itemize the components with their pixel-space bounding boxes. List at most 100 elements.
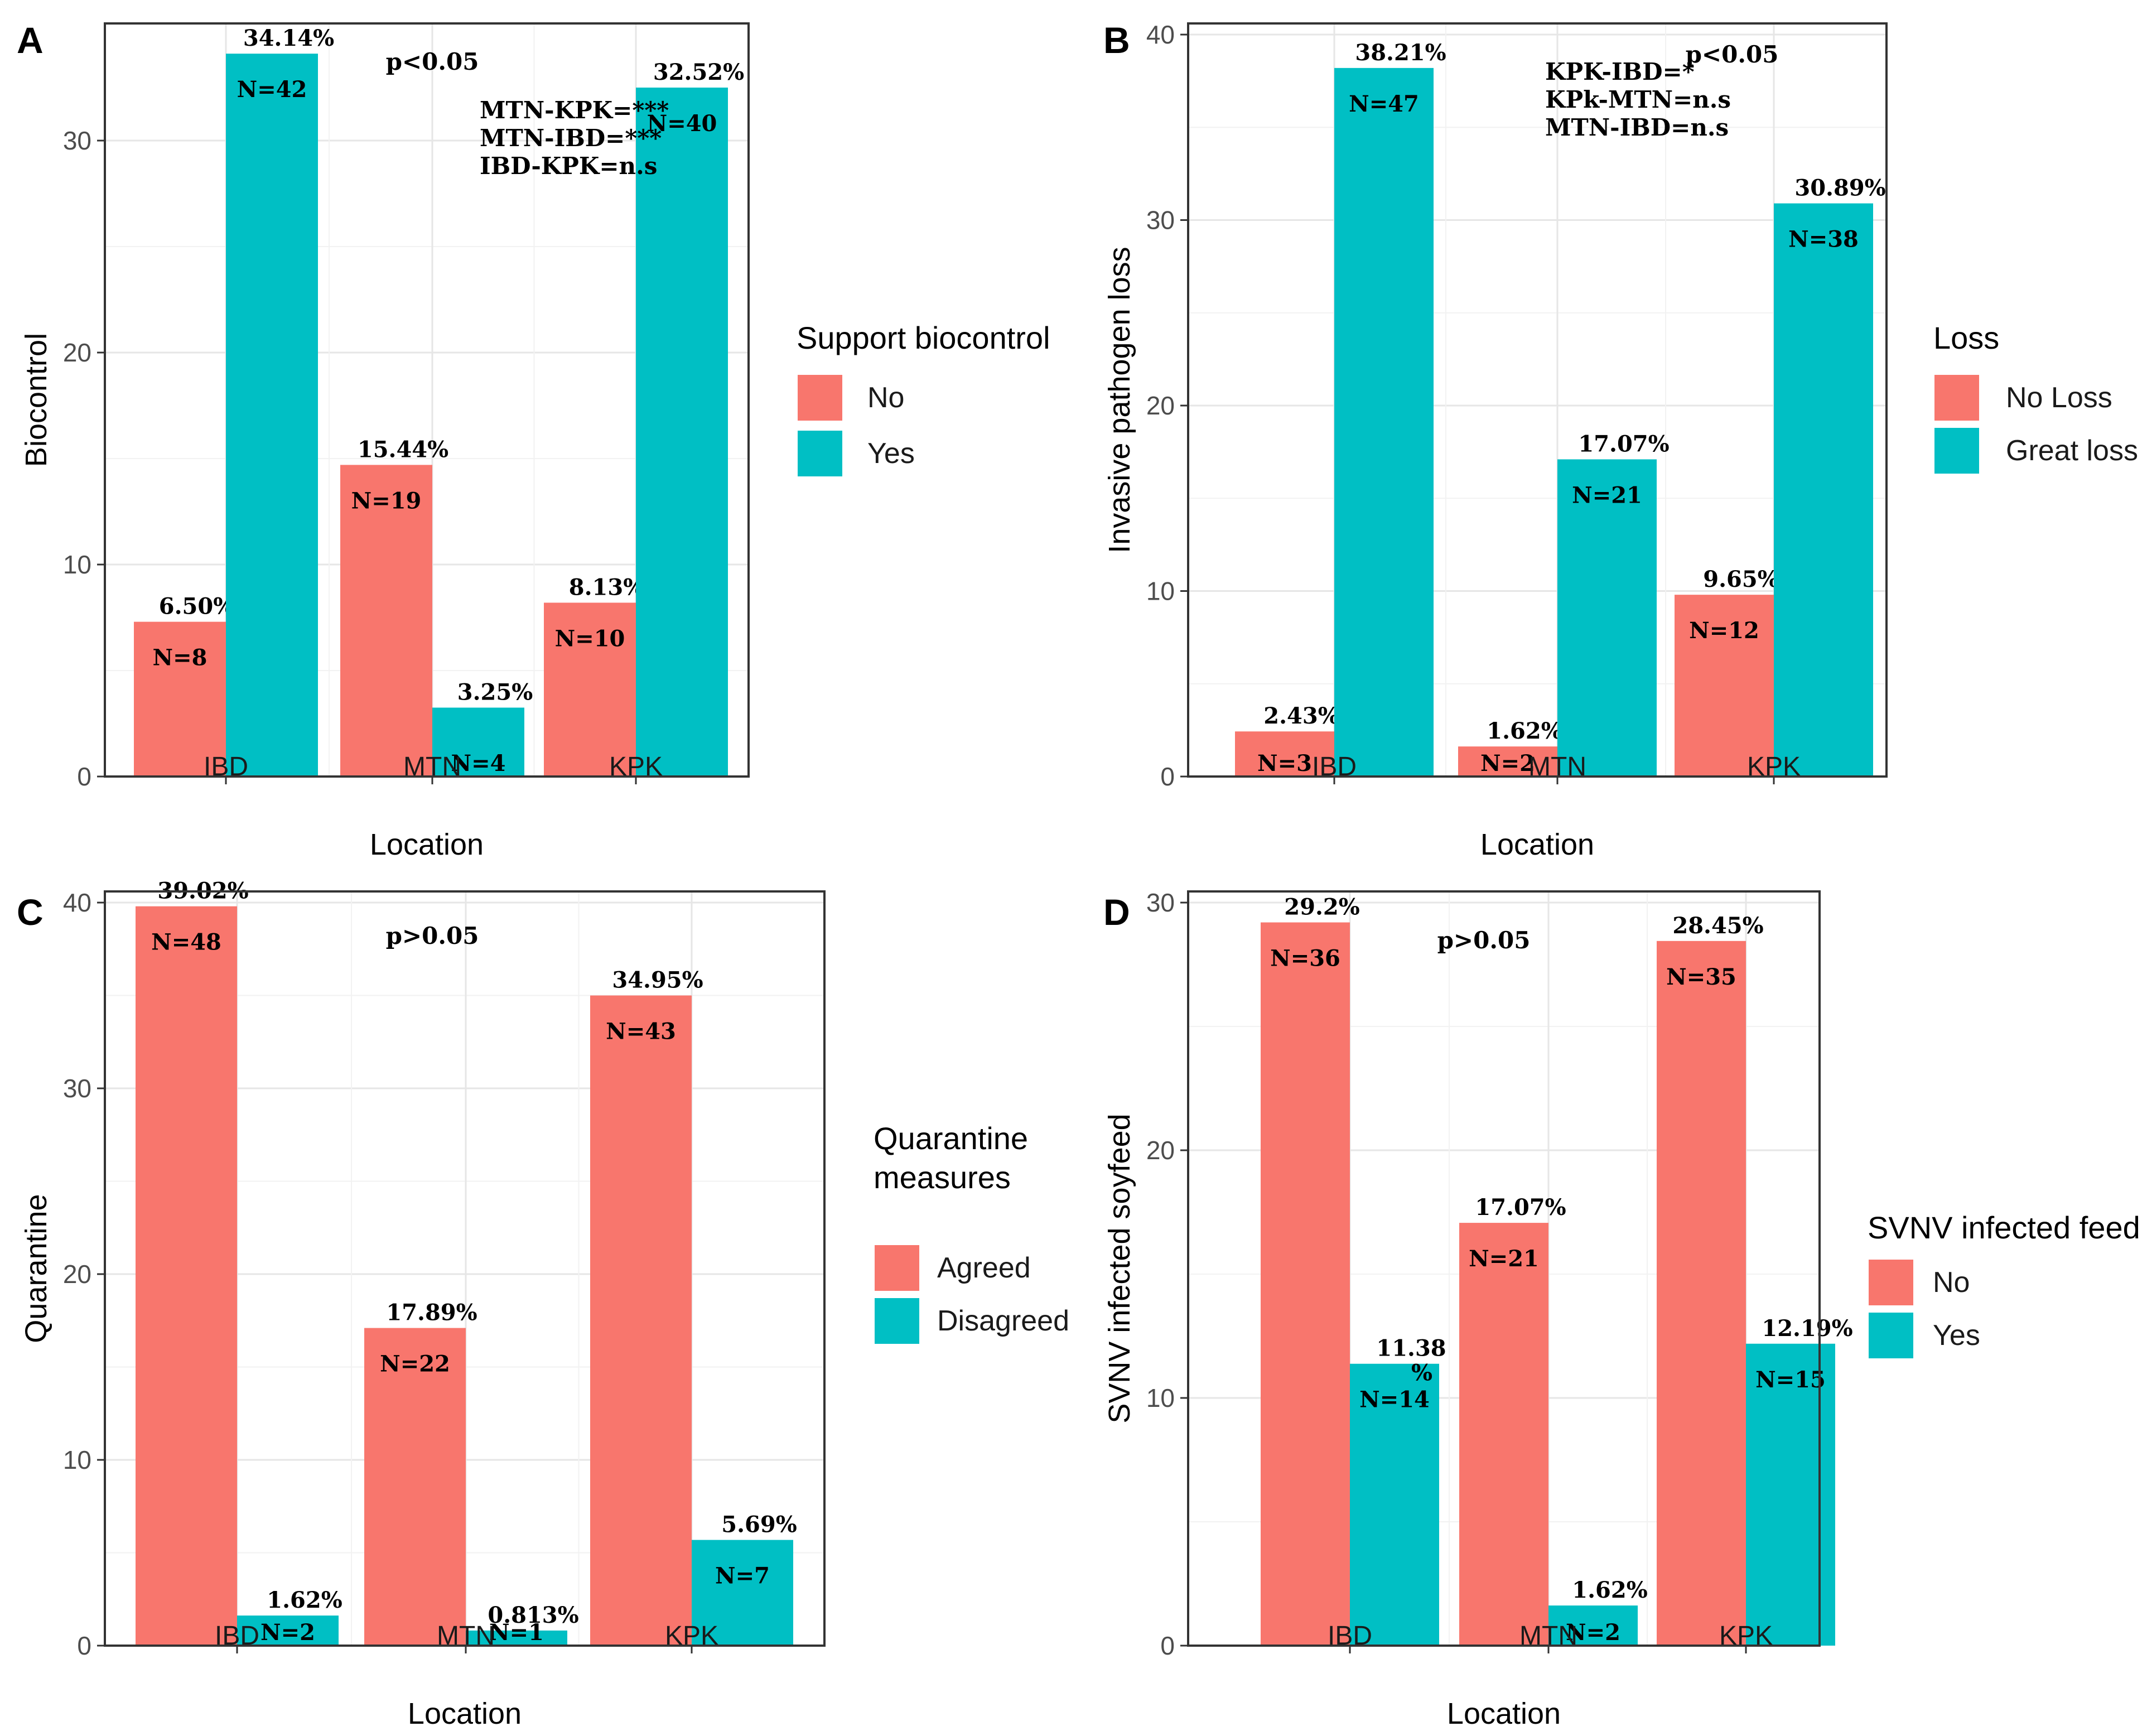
y-axis-title: SVNV infected soyfeed: [1103, 1113, 1136, 1423]
legend-label: No: [867, 382, 904, 414]
legend-label: Disagreed: [937, 1305, 1069, 1337]
y-axis-title: Biocontrol: [20, 333, 53, 467]
bar-no-loss-kpk: [1675, 595, 1774, 777]
x-tick-label: MTN: [403, 752, 461, 782]
bar-n-label: N=38: [1788, 226, 1859, 253]
bar-n-label: N=8: [153, 645, 208, 671]
bar-yes-mtn: [432, 707, 524, 777]
panel-C: 39.02%N=4817.89%N=2234.95%N=431.62%N=20.…: [17, 878, 1069, 1730]
bar-pct-label: 9.65%: [1703, 566, 1778, 592]
legend-swatch: [1934, 375, 1979, 421]
legend: Quarantine measures Agreed Disagreed: [874, 1121, 1069, 1344]
bar-n-label: N=12: [1689, 618, 1759, 644]
bar-n-label: N=2: [260, 1619, 315, 1646]
bar-yes-ibd: [226, 54, 318, 777]
bar-pct-label: 29.2%: [1284, 894, 1359, 920]
y-tick-label: 30: [1146, 888, 1175, 917]
x-axis-title: Location: [370, 828, 484, 861]
y-tick-label: 0: [77, 762, 91, 791]
y-tick-label: 40: [1146, 20, 1175, 49]
y-axis-title: Invasive pathogen loss: [1103, 247, 1136, 553]
legend-title: measures: [874, 1160, 1011, 1195]
x-axis-title: Location: [408, 1697, 522, 1730]
legend-swatch: [1934, 428, 1979, 474]
legend-swatch: [1869, 1313, 1913, 1358]
y-tick-label: 0: [77, 1631, 91, 1660]
bar-n-label: N=43: [606, 1019, 676, 1045]
panel-A: 6.50% N=8 15.44% N=19 8.13% N=10 34.14% N=42 3.2…: [17, 20, 1050, 861]
y-tick-label: 0: [1160, 1631, 1175, 1660]
x-tick-label: KPK: [1719, 1621, 1773, 1651]
y-axis-title: Quarantine: [20, 1194, 53, 1343]
annotation-text: KPk-MTN=n.s: [1545, 86, 1731, 113]
y-tick-label: 40: [63, 888, 91, 917]
bar-n-label: N=4: [451, 750, 506, 777]
legend-label: No: [1933, 1266, 1970, 1299]
annotation-text: KPK-IBD=*: [1545, 58, 1695, 85]
bar-n-label: N=1: [489, 1619, 544, 1646]
bar-pct-label: 12.19%: [1762, 1315, 1852, 1342]
bar-pct-label: 5.69%: [721, 1512, 797, 1538]
bar-pct-label: 17.89%: [386, 1300, 477, 1326]
x-tick-label: IBD: [1328, 1621, 1372, 1651]
bar-n-label: N=47: [1349, 91, 1419, 117]
bar-n-label: N=3: [1257, 750, 1312, 777]
y-tick-label: 10: [1146, 577, 1175, 606]
bar-disagreed-ibd: [237, 1616, 339, 1646]
y-tick-label: 20: [1146, 1136, 1175, 1165]
bar-n-label: N=10: [555, 625, 625, 652]
bar-pct-label: 1.62%: [1572, 1577, 1647, 1603]
legend-label: Yes: [867, 437, 915, 470]
bar-n-label: N=2: [1480, 750, 1535, 777]
y-tick-label: 10: [63, 550, 91, 579]
bar-pct-label: 3.25%: [457, 679, 533, 706]
panel-letter: C: [17, 891, 44, 933]
bar-pct-label: 28.45%: [1672, 913, 1763, 939]
legend-swatch: [798, 431, 842, 476]
x-axis-title: Location: [1480, 828, 1594, 861]
bar-pct-label: 0.813%: [488, 1602, 578, 1628]
legend-label: Great loss: [2006, 435, 2138, 467]
legend-title: SVNV infected feed: [1868, 1210, 2140, 1245]
legend-swatch: [875, 1298, 919, 1344]
bar-n-label: N=7: [715, 1563, 770, 1589]
bar-no-ibd: [1261, 922, 1350, 1646]
bar-agreed-mtn: [364, 1328, 466, 1646]
annotation-text: p>0.05: [1437, 927, 1531, 954]
bar-n-label: N=22: [380, 1351, 450, 1377]
bar-n-label: N=14: [1359, 1387, 1430, 1413]
legend-label: No Loss: [2006, 382, 2112, 414]
bar-no-kpk: [544, 602, 636, 777]
bar-agreed-kpk: [590, 995, 692, 1646]
y-tick-label: 20: [63, 1260, 91, 1289]
y-tick-label: 0: [1160, 762, 1175, 791]
plot-border: [1187, 22, 1888, 778]
bar-n-label: N=42: [237, 76, 307, 103]
bar-pct-label: 34.95%: [612, 967, 703, 994]
legend: SVNV infected feed No Yes: [1868, 1210, 2140, 1358]
legend-title: Loss: [1933, 320, 1999, 355]
bar-pct-label: 15.44%: [358, 436, 448, 462]
x-tick-label: IBD: [215, 1621, 259, 1651]
y-tick-label: 30: [63, 1074, 91, 1103]
bar-pct-label: 30.89%: [1794, 175, 1885, 201]
bar-pct-label: 8.13%: [569, 574, 644, 600]
bar-great-loss-ibd: [1334, 67, 1434, 777]
bar-no-kpk: [1657, 941, 1746, 1646]
legend-swatch: [875, 1245, 919, 1291]
plot-border: [104, 22, 750, 778]
bar-yes-kpk: [636, 88, 728, 777]
bar-n-label: N=15: [1755, 1367, 1826, 1393]
x-tick-label: KPK: [1747, 752, 1801, 782]
bar-great-loss-mtn: [1557, 459, 1657, 777]
bar-pct-label: 1.62%: [267, 1587, 342, 1613]
legend-swatch: [1869, 1260, 1913, 1305]
x-tick-label: KPK: [665, 1621, 718, 1651]
annotation-text: MTN-KPK=***: [480, 97, 669, 124]
bar-pct-label: 17.07%: [1578, 431, 1669, 457]
panel-letter: A: [17, 20, 44, 61]
bar-yes-ibd: [1350, 1363, 1439, 1646]
panel-B: 2.43% N=3 1.62% N=2 9.65% N=12 38.21% N=47 17.07…: [1103, 20, 2138, 861]
